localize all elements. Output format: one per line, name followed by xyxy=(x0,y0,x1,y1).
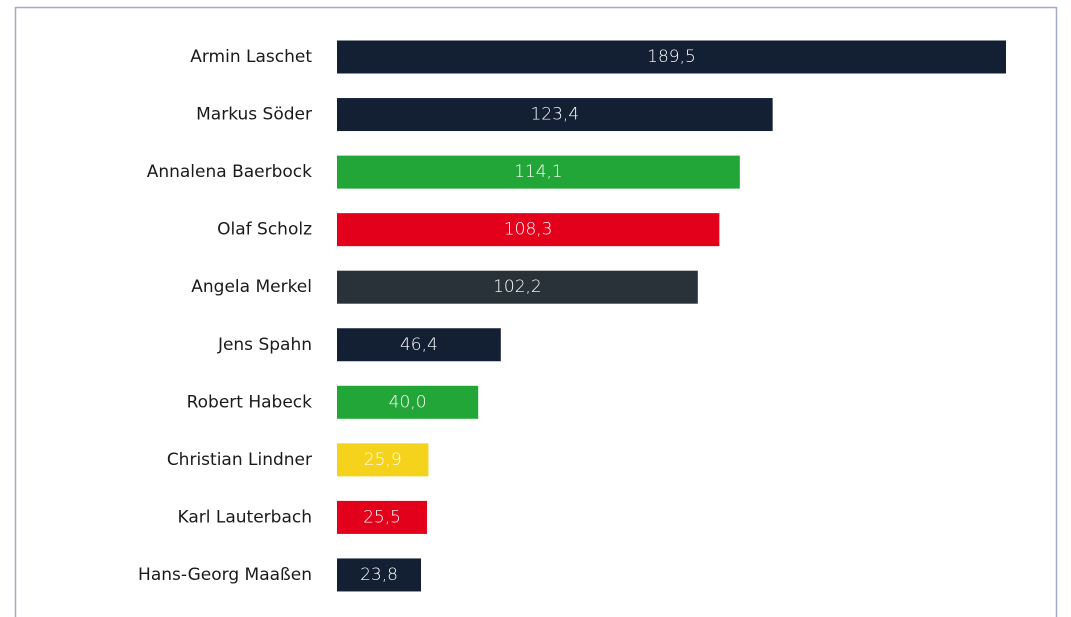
bar xyxy=(337,40,1006,74)
category-label: Armin Laschet xyxy=(190,47,312,67)
value-label: 40,0 xyxy=(389,392,427,412)
category-label: Annalena Baerbock xyxy=(147,162,312,182)
value-label: 108,3 xyxy=(504,220,553,240)
value-label: 23,8 xyxy=(360,565,398,585)
value-label: 189,5 xyxy=(647,47,696,67)
bar xyxy=(337,98,773,132)
value-label: 25,9 xyxy=(364,450,402,470)
category-label: Karl Lauterbach xyxy=(178,507,313,527)
bar xyxy=(337,155,740,189)
bar xyxy=(337,328,501,362)
bar xyxy=(337,270,698,304)
value-label: 114,1 xyxy=(514,162,563,182)
bar xyxy=(337,500,428,534)
category-label: Olaf Scholz xyxy=(217,220,312,240)
bar xyxy=(337,558,422,592)
category-label: Robert Habeck xyxy=(187,392,313,412)
bar xyxy=(337,385,479,419)
category-label: Angela Merkel xyxy=(191,277,312,297)
value-label: 46,4 xyxy=(400,335,438,355)
category-label: Hans-Georg Maaßen xyxy=(138,565,312,585)
category-label: Christian Lindner xyxy=(167,450,312,470)
value-label: 102,2 xyxy=(493,277,542,297)
bar xyxy=(337,443,429,477)
bar xyxy=(337,213,720,247)
value-label: 25,5 xyxy=(363,507,401,527)
category-label: Markus Söder xyxy=(196,105,312,125)
value-label: 123,4 xyxy=(530,105,579,125)
category-label: Jens Spahn xyxy=(217,335,312,355)
